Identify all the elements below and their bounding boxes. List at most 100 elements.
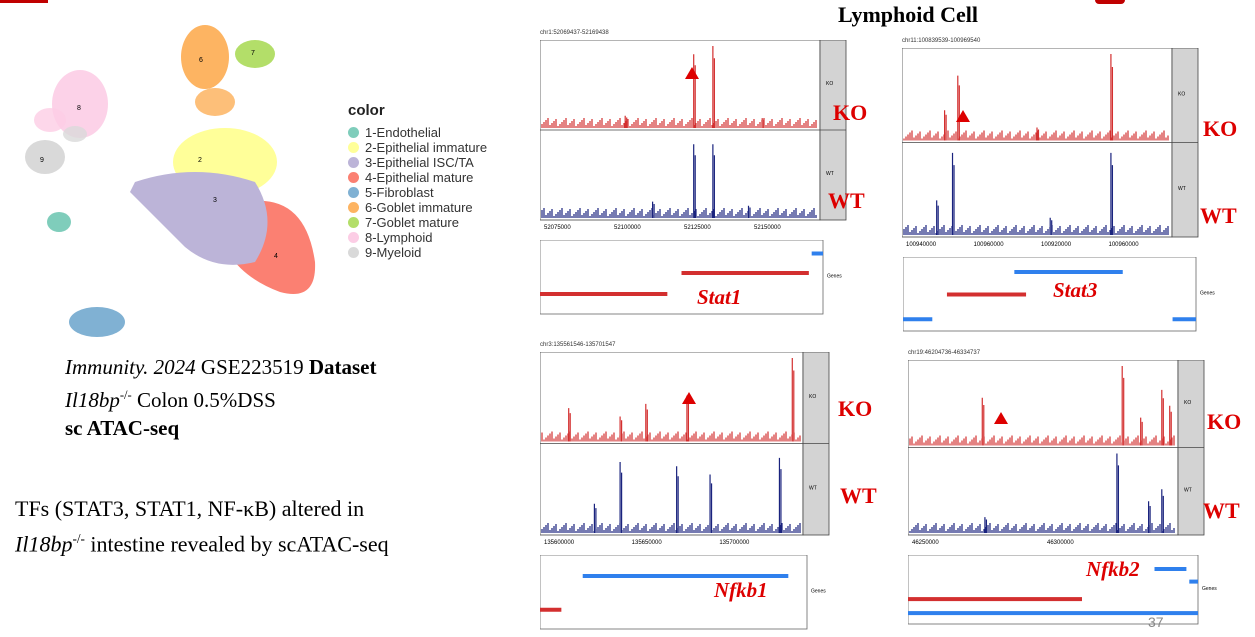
ko-coverage-trace xyxy=(541,46,817,128)
dataset-info: Immunity. 2024 GSE223519 Dataset Il18bp-… xyxy=(65,353,377,442)
tfs-rest: intestine revealed by scATAC-seq xyxy=(84,531,389,557)
genes-track-label: Genes xyxy=(827,274,842,280)
ko-coverage-trace xyxy=(541,358,801,442)
dataset-line-3: sc ATAC-seq xyxy=(65,414,377,442)
umap-label-9: 9 xyxy=(40,157,44,164)
gene-model-bar xyxy=(681,271,809,275)
gene-model-bar xyxy=(582,574,789,578)
wt-track-label: WT xyxy=(1184,487,1192,493)
gene-name-label: Nfkb2 xyxy=(1086,557,1140,581)
ko-label: KO xyxy=(1203,116,1238,141)
umap-label-4: 4 xyxy=(274,253,278,260)
legend-label: 1-Endothelial xyxy=(365,125,441,140)
ko-track-label: KO xyxy=(809,394,816,400)
page-number: 37 xyxy=(1148,614,1164,630)
umap-label-8: 8 xyxy=(77,105,81,112)
ko-coverage-trace xyxy=(903,54,1169,141)
cluster-3-epithelial-isc-ta xyxy=(130,172,268,265)
wt-track-label: WT xyxy=(809,485,817,491)
axis-tick-label: 135650000 xyxy=(632,540,663,546)
legend-swatch xyxy=(348,187,359,198)
gene-model-bar xyxy=(1172,317,1196,322)
track-coordinates: chr3:135561546-135701547 xyxy=(540,342,616,348)
corner-accent-bar xyxy=(0,0,48,3)
journal-citation: Immunity. 2024 xyxy=(65,355,196,379)
wt-label: WT xyxy=(1200,203,1237,228)
legend-item: 4-Epithelial mature xyxy=(348,170,487,185)
legend-swatch xyxy=(348,232,359,243)
umap-label-3: 3 xyxy=(213,197,217,204)
ko-coverage-trace xyxy=(909,366,1175,446)
gene-annotation-track: Genes xyxy=(540,555,826,630)
track-coordinates: chr11:100839539-100969540 xyxy=(902,38,981,44)
wt-coverage-trace xyxy=(541,457,801,533)
legend-title: color xyxy=(348,102,385,119)
legend-item: 6-Goblet immature xyxy=(348,200,487,215)
slide-title: Lymphoid Cell xyxy=(838,2,978,27)
gene-annotation-track: Genes xyxy=(903,257,1215,332)
wt-track-label: WT xyxy=(826,171,834,177)
umap-plot: 6 7 8 9 2 3 4 xyxy=(25,25,316,337)
tfs-line-2: Il18bp-/- intestine revealed by scATAC-s… xyxy=(15,524,389,559)
legend-item: 2-Epithelial immature xyxy=(348,140,487,155)
tfs-gene: Il18bp xyxy=(15,531,73,557)
umap-label-6: 6 xyxy=(199,57,203,64)
peak-marker-triangle xyxy=(956,110,970,122)
legend-label: 3-Epithelial ISC/TA xyxy=(365,155,474,170)
gene-model-bar xyxy=(908,597,1082,602)
legend-label: 7-Goblet mature xyxy=(365,215,459,230)
cluster-6-goblet-immature xyxy=(181,25,235,116)
peak-marker-triangle xyxy=(685,67,699,79)
wt-label: WT xyxy=(828,188,865,213)
legend-label: 6-Goblet immature xyxy=(365,200,473,215)
ko-label: KO xyxy=(838,396,873,421)
cluster-8-lymphoid xyxy=(34,70,108,138)
legend-swatch xyxy=(348,157,359,168)
gene-model-bar xyxy=(908,611,1198,616)
axis-tick-label: 46250000 xyxy=(912,540,939,546)
gene-model-bar xyxy=(811,251,823,256)
dataset-gene-sup: -/- xyxy=(119,388,132,402)
geo-accession: GSE223519 xyxy=(195,355,309,379)
wt-label: WT xyxy=(840,483,877,508)
cluster-7-goblet-mature xyxy=(235,40,275,68)
gene-model-bar xyxy=(946,292,1027,297)
gene-name-label: Stat1 xyxy=(697,285,742,309)
legend-item: 8-Lymphoid xyxy=(348,230,487,245)
legend-label: 9-Myeloid xyxy=(365,245,422,260)
legend-item: 3-Epithelial ISC/TA xyxy=(348,155,487,170)
dataset-line-1: Immunity. 2024 GSE223519 Dataset xyxy=(65,353,377,381)
gene-model-bar xyxy=(540,607,562,612)
coverage-tracks: KO WT 52075000 52100000 52125000 52150000 xyxy=(540,40,847,231)
tfs-summary: TFs (STAT3, STAT1, NF-κB) altered in Il1… xyxy=(15,494,389,559)
legend-swatch xyxy=(348,202,359,213)
gene-annotation-track: Genes xyxy=(540,240,842,315)
corner-accent-arc xyxy=(1095,0,1125,4)
cluster-5-fibroblast xyxy=(69,307,125,337)
legend-label: 8-Lymphoid xyxy=(365,230,433,245)
peak-marker-triangle xyxy=(682,392,696,404)
dataset-condition: Colon 0.5%DSS xyxy=(131,388,276,412)
coverage-tracks: KO WT 46250000 46300000 xyxy=(908,360,1205,546)
dataset-gene: Il18bp xyxy=(65,388,120,412)
gene-name-label: Stat3 xyxy=(1053,278,1098,302)
axis-tick-label: 100920000 xyxy=(1041,242,1072,248)
legend-item: 9-Myeloid xyxy=(348,245,487,260)
ko-track-label: KO xyxy=(826,81,833,87)
axis-tick-label: 52075000 xyxy=(544,225,571,231)
gene-model-bar xyxy=(540,292,668,296)
legend-swatch xyxy=(348,142,359,153)
axis-tick-label: 52100000 xyxy=(614,225,641,231)
axis-tick-label: 135600000 xyxy=(544,540,575,546)
cluster-legend: color 1-Endothelial 2-Epithelial immature… xyxy=(348,102,487,260)
umap-label-7: 7 xyxy=(251,50,255,57)
gene-name-label: Nfkb1 xyxy=(714,578,768,602)
axis-tick-label: 100940000 xyxy=(906,242,937,248)
axis-tick-label: 52125000 xyxy=(684,225,711,231)
wt-coverage-trace xyxy=(541,144,817,218)
wt-coverage-trace xyxy=(909,453,1175,533)
ko-track-label: KO xyxy=(1178,91,1185,97)
tfs-gene-sup: -/- xyxy=(72,531,85,546)
umap-label-2: 2 xyxy=(198,157,202,164)
axis-tick-label: 100960000 xyxy=(974,242,1005,248)
